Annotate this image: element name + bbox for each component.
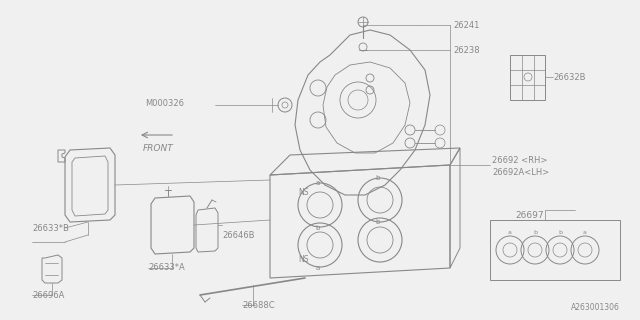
Text: 26697: 26697 bbox=[516, 211, 544, 220]
Text: NS: NS bbox=[298, 255, 308, 265]
Text: 26632B: 26632B bbox=[553, 73, 586, 82]
Text: 26692 <RH>: 26692 <RH> bbox=[492, 156, 547, 164]
Text: a: a bbox=[316, 265, 320, 271]
Text: 26633*B: 26633*B bbox=[32, 223, 69, 233]
Bar bbox=[490, 220, 620, 280]
Text: 26688C: 26688C bbox=[242, 300, 275, 309]
Text: 26696A: 26696A bbox=[32, 291, 65, 300]
Text: a: a bbox=[583, 229, 587, 235]
Text: b: b bbox=[376, 219, 380, 225]
Text: FRONT: FRONT bbox=[143, 143, 173, 153]
Text: b: b bbox=[376, 175, 380, 181]
Text: 26241: 26241 bbox=[453, 20, 479, 29]
Text: a: a bbox=[508, 229, 512, 235]
Text: 26646B: 26646B bbox=[222, 230, 255, 239]
Text: 26692A<LH>: 26692A<LH> bbox=[492, 167, 549, 177]
Text: NS: NS bbox=[298, 188, 308, 196]
Text: b: b bbox=[316, 225, 320, 231]
Text: b: b bbox=[558, 229, 562, 235]
Text: 26633*A: 26633*A bbox=[148, 263, 185, 273]
Bar bbox=[510, 55, 545, 100]
Text: a: a bbox=[316, 180, 320, 186]
Text: 26238: 26238 bbox=[453, 45, 479, 54]
Text: M000326: M000326 bbox=[145, 99, 184, 108]
Text: b: b bbox=[533, 229, 537, 235]
Text: A263001306: A263001306 bbox=[571, 303, 620, 312]
